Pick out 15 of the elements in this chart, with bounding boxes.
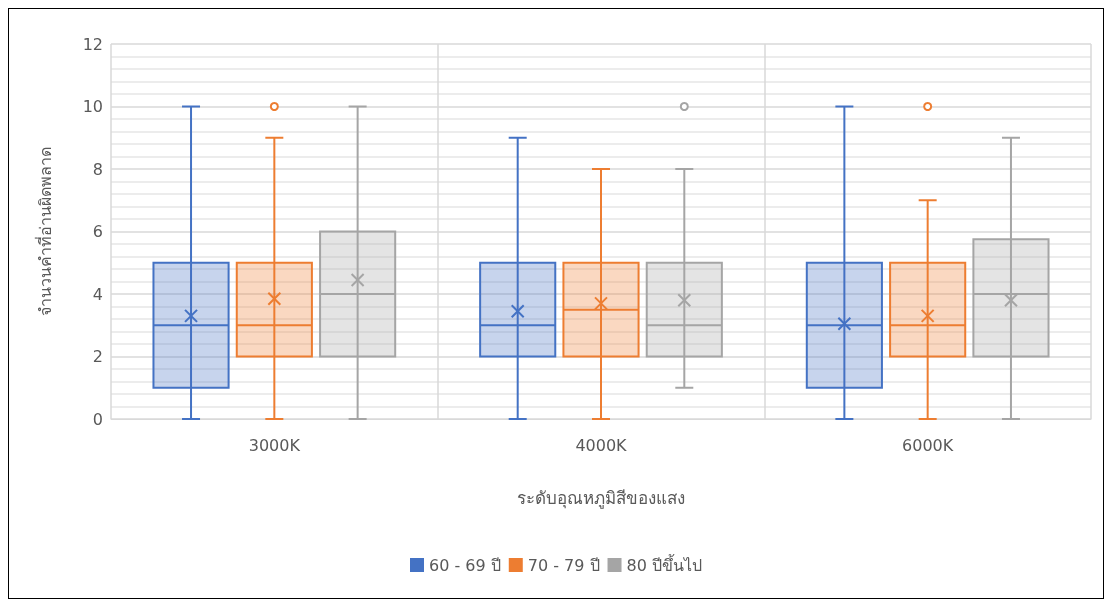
legend-label: 60 - 69 ปี [429,555,501,575]
legend-label: 80 ปีขึ้นไป [626,553,702,575]
x-tick-label: 4000K [575,435,628,455]
y-tick-label: 10 [82,97,103,116]
x-axis-title: ระดับอุณหภูมิสีของแสง [517,487,685,509]
y-tick-label: 4 [92,284,103,304]
y-tick-label: 0 [92,409,103,429]
y-tick-label: 6 [92,222,103,241]
x-tick-label: 6000K [902,435,954,455]
y-axis-title: จำนวนคำที่อ่านผิดพลาด [33,147,55,316]
y-tick-label: 2 [92,347,103,366]
x-tick-label: 3000K [248,435,301,455]
y-tick-label: 8 [92,159,103,179]
legend-label: 70 - 79 ปี [527,555,600,575]
y-tick-label: 12 [82,34,103,54]
